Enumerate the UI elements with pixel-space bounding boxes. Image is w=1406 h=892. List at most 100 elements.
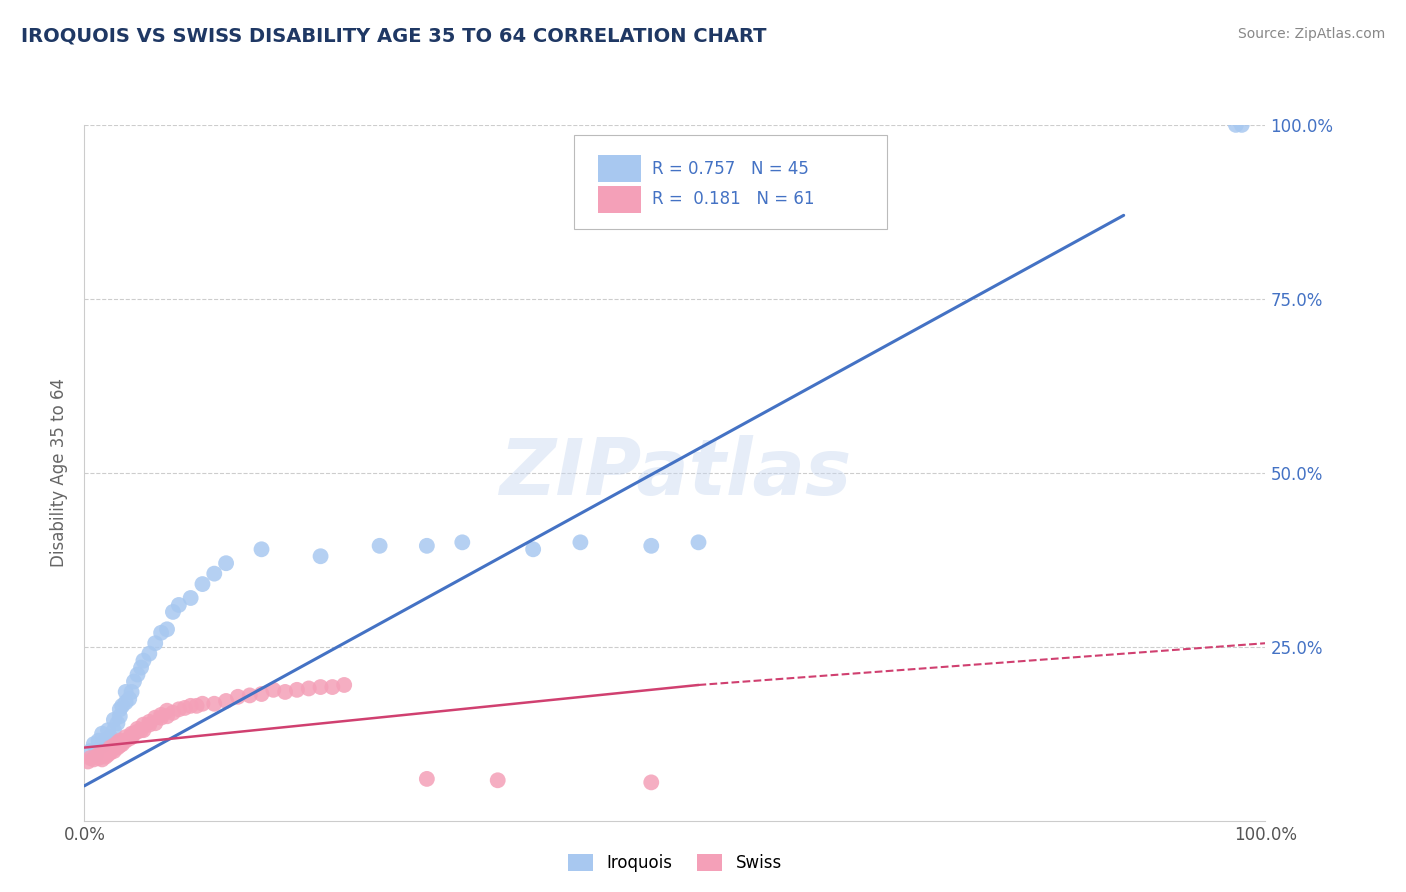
Point	[321, 680, 343, 694]
Point	[91, 739, 114, 753]
Point	[98, 730, 121, 744]
Point	[98, 746, 121, 760]
Point	[186, 698, 208, 713]
Point	[250, 542, 273, 557]
Point	[122, 674, 145, 689]
Point	[143, 636, 166, 650]
Point	[97, 723, 120, 738]
Point	[87, 733, 110, 747]
Point	[202, 566, 225, 581]
Point	[150, 711, 173, 725]
Point	[87, 747, 110, 762]
Point	[103, 723, 125, 738]
Point	[143, 711, 166, 725]
Point	[127, 667, 149, 681]
Point	[121, 726, 143, 740]
Point	[108, 733, 131, 747]
Point	[118, 692, 141, 706]
Point	[79, 744, 101, 758]
Point	[107, 736, 129, 750]
FancyBboxPatch shape	[575, 136, 887, 229]
Point	[333, 678, 356, 692]
Text: IROQUOIS VS SWISS DISABILITY AGE 35 TO 64 CORRELATION CHART: IROQUOIS VS SWISS DISABILITY AGE 35 TO 6…	[21, 27, 766, 45]
Point	[138, 714, 160, 729]
Point	[91, 752, 114, 766]
Point	[127, 722, 149, 736]
Point	[298, 681, 321, 696]
Point	[94, 746, 117, 760]
Point	[114, 730, 136, 744]
Point	[156, 704, 179, 718]
Point	[640, 775, 662, 789]
Point	[97, 747, 120, 762]
Point	[191, 697, 214, 711]
Point	[132, 717, 155, 731]
Point	[1225, 118, 1247, 132]
Point	[368, 539, 391, 553]
Point	[180, 591, 202, 605]
Point	[416, 772, 439, 786]
Point	[191, 577, 214, 591]
Point	[486, 773, 509, 788]
Point	[114, 733, 136, 747]
Point	[451, 535, 474, 549]
Point	[132, 654, 155, 668]
Point	[167, 702, 190, 716]
Point	[309, 549, 332, 564]
Text: ZIPatlas: ZIPatlas	[499, 434, 851, 511]
Point	[97, 731, 120, 746]
Point	[138, 647, 160, 661]
Point	[122, 726, 145, 740]
Point	[156, 623, 179, 637]
Point	[94, 733, 117, 747]
Point	[1230, 118, 1253, 132]
Point	[262, 682, 284, 697]
Point	[83, 737, 105, 751]
Point	[107, 740, 129, 755]
Point	[98, 740, 121, 755]
FancyBboxPatch shape	[598, 155, 641, 182]
Point	[156, 709, 179, 723]
Point	[91, 747, 114, 762]
Point	[285, 682, 308, 697]
Point	[138, 717, 160, 731]
Point	[107, 716, 129, 731]
Point	[118, 731, 141, 746]
Point	[91, 726, 114, 740]
Point	[108, 702, 131, 716]
Point	[103, 744, 125, 758]
Point	[688, 535, 710, 549]
Point	[640, 539, 662, 553]
Point	[569, 535, 592, 549]
Point	[215, 694, 238, 708]
Point	[94, 749, 117, 764]
Y-axis label: Disability Age 35 to 64: Disability Age 35 to 64	[51, 378, 69, 567]
Point	[150, 707, 173, 722]
Point	[83, 752, 105, 766]
FancyBboxPatch shape	[598, 186, 641, 213]
Point	[108, 709, 131, 723]
Point	[167, 598, 190, 612]
Legend: Iroquois, Swiss: Iroquois, Swiss	[561, 847, 789, 879]
Point	[103, 739, 125, 753]
Point	[239, 689, 262, 703]
Point	[309, 680, 332, 694]
Point	[129, 723, 152, 738]
Point	[84, 747, 107, 762]
Point	[127, 724, 149, 739]
Point	[215, 556, 238, 570]
Text: R = 0.757   N = 45: R = 0.757 N = 45	[652, 160, 810, 178]
Point	[416, 539, 439, 553]
Point	[97, 744, 120, 758]
Point	[114, 695, 136, 709]
Point	[162, 706, 184, 720]
Point	[162, 605, 184, 619]
Point	[274, 685, 297, 699]
Text: Source: ZipAtlas.com: Source: ZipAtlas.com	[1237, 27, 1385, 41]
Text: R =  0.181   N = 61: R = 0.181 N = 61	[652, 190, 815, 209]
Point	[121, 730, 143, 744]
Point	[173, 701, 195, 715]
Point	[103, 713, 125, 727]
Point	[129, 660, 152, 674]
Point	[79, 751, 101, 765]
